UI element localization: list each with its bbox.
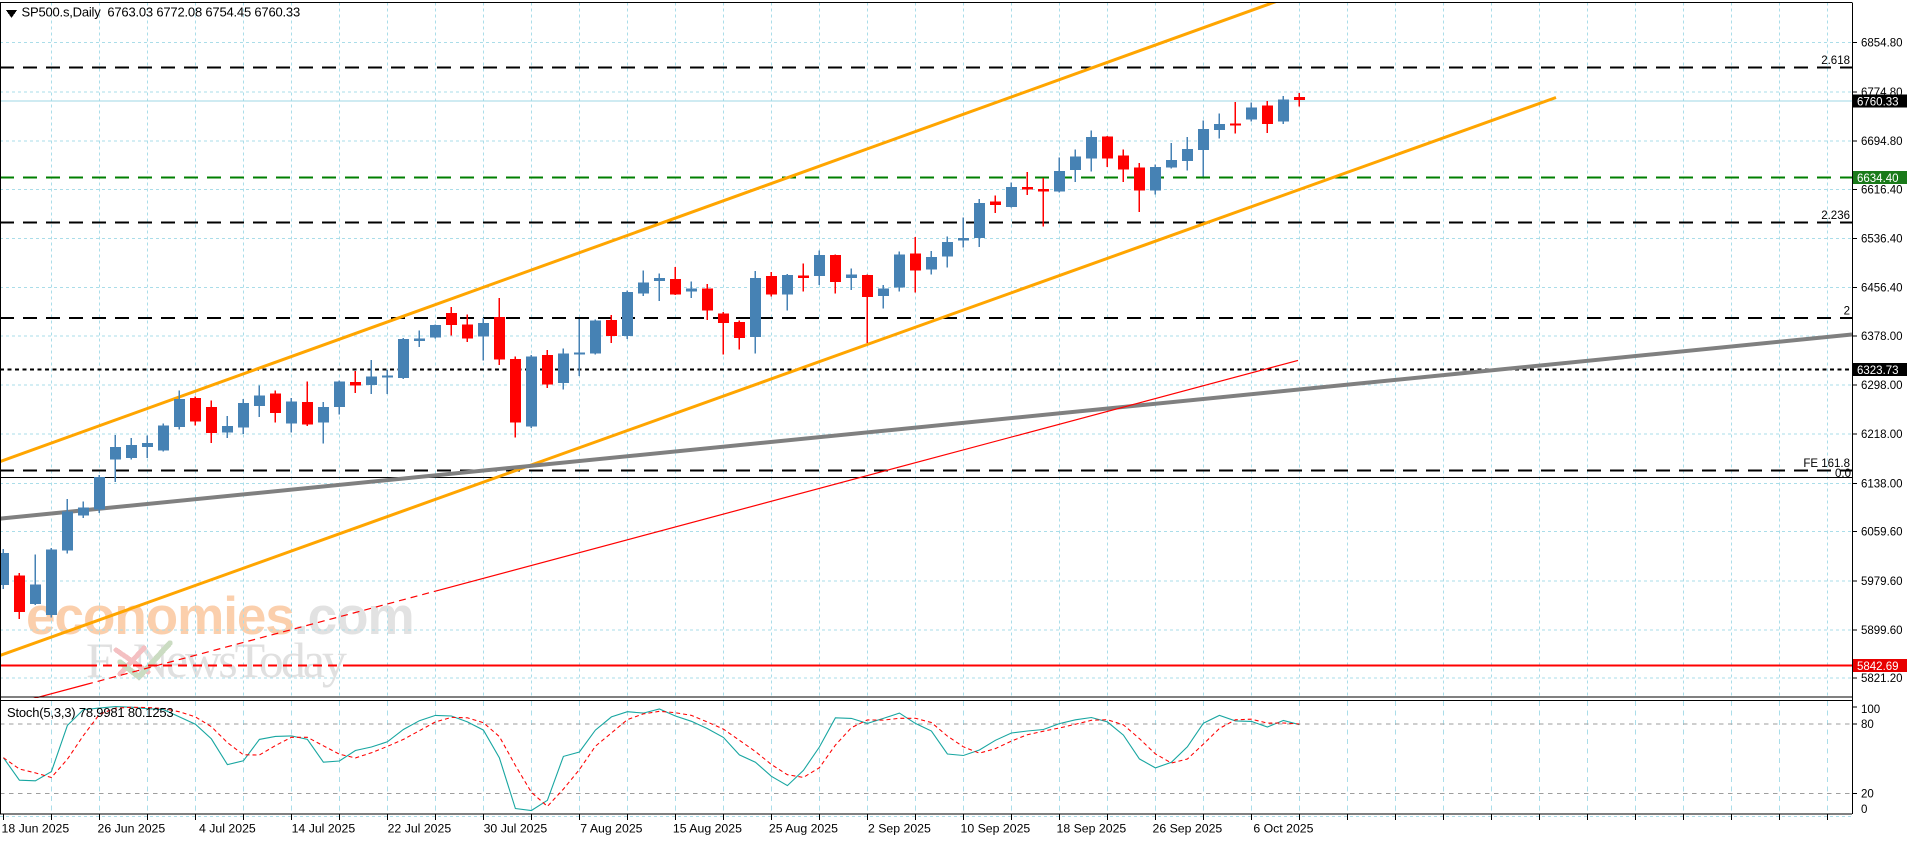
svg-text:26 Sep 2025: 26 Sep 2025 — [1153, 822, 1223, 836]
svg-text:SP500.s,Daily 6763.03 6772.08: SP500.s,Daily 6763.03 6772.08 6754.45 67… — [22, 5, 300, 20]
svg-text:FxNewsToday: FxNewsToday — [86, 632, 347, 688]
svg-text:6760.33: 6760.33 — [1857, 96, 1899, 108]
svg-text:6634.40: 6634.40 — [1857, 173, 1899, 185]
svg-text:economies.com: economies.com — [26, 587, 414, 646]
svg-text:Stoch(5,3,3) 78.9981 80.1253: Stoch(5,3,3) 78.9981 80.1253 — [7, 705, 173, 720]
svg-text:6694.80: 6694.80 — [1861, 136, 1903, 148]
svg-text:6854.80: 6854.80 — [1861, 38, 1903, 50]
svg-text:25 Aug 2025: 25 Aug 2025 — [769, 822, 838, 836]
svg-text:6323.73: 6323.73 — [1857, 365, 1899, 377]
svg-text:6218.00: 6218.00 — [1861, 429, 1903, 441]
svg-text:30 Jul 2025: 30 Jul 2025 — [484, 822, 548, 836]
svg-text:FE 161.8: FE 161.8 — [1803, 458, 1850, 470]
svg-text:6138.00: 6138.00 — [1861, 478, 1903, 490]
svg-text:22 Jul 2025: 22 Jul 2025 — [388, 822, 452, 836]
svg-text:7 Aug 2025: 7 Aug 2025 — [580, 822, 642, 836]
svg-text:6456.40: 6456.40 — [1861, 283, 1903, 295]
svg-text:6536.40: 6536.40 — [1861, 234, 1903, 246]
svg-text:100: 100 — [1861, 704, 1880, 716]
svg-text:18 Jun 2025: 18 Jun 2025 — [2, 822, 70, 836]
svg-text:20: 20 — [1861, 789, 1874, 801]
svg-text:5821.20: 5821.20 — [1861, 673, 1903, 685]
svg-text:4 Jul 2025: 4 Jul 2025 — [199, 822, 256, 836]
svg-text:0: 0 — [1861, 804, 1867, 816]
svg-text:0.0: 0.0 — [1835, 468, 1851, 480]
svg-text:2 Sep 2025: 2 Sep 2025 — [868, 822, 931, 836]
svg-text:6 Oct 2025: 6 Oct 2025 — [1253, 822, 1313, 836]
svg-text:6298.00: 6298.00 — [1861, 380, 1903, 392]
svg-text:5979.60: 5979.60 — [1861, 576, 1903, 588]
svg-text:2.236: 2.236 — [1821, 210, 1850, 222]
svg-text:80: 80 — [1861, 719, 1874, 731]
svg-text:26 Jun 2025: 26 Jun 2025 — [98, 822, 166, 836]
svg-text:2: 2 — [1844, 305, 1850, 317]
svg-text:15 Aug 2025: 15 Aug 2025 — [673, 822, 742, 836]
svg-text:6616.40: 6616.40 — [1861, 184, 1903, 196]
svg-text:5842.69: 5842.69 — [1857, 661, 1899, 673]
svg-text:5899.60: 5899.60 — [1861, 625, 1903, 637]
svg-text:10 Sep 2025: 10 Sep 2025 — [961, 822, 1031, 836]
svg-text:6059.60: 6059.60 — [1861, 527, 1903, 539]
svg-text:18 Sep 2025: 18 Sep 2025 — [1057, 822, 1127, 836]
svg-text:14 Jul 2025: 14 Jul 2025 — [292, 822, 356, 836]
svg-text:6378.00: 6378.00 — [1861, 331, 1903, 343]
svg-text:2.618: 2.618 — [1821, 55, 1850, 67]
